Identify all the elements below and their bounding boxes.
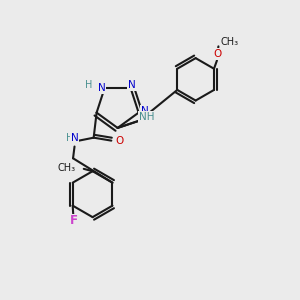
Text: H: H (85, 80, 92, 90)
Text: N: N (141, 106, 148, 116)
Text: CH₃: CH₃ (220, 37, 238, 47)
Text: O: O (116, 136, 124, 146)
Text: N: N (71, 133, 78, 143)
Text: NH: NH (139, 112, 155, 122)
Text: CH₃: CH₃ (58, 163, 76, 173)
Text: O: O (213, 49, 222, 59)
Text: F: F (70, 214, 78, 227)
Text: H: H (65, 133, 73, 143)
Text: N: N (98, 83, 106, 93)
Text: N: N (128, 80, 136, 90)
